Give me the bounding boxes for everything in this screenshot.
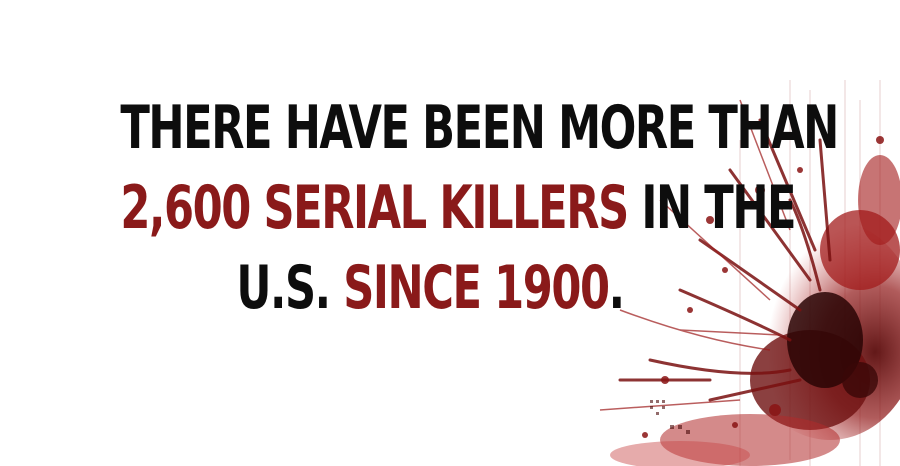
- headline-text: .: [608, 253, 625, 323]
- headline-text: THERE HAVE BEEN MORE THAN: [120, 93, 839, 163]
- highlight-text: 2,600 SERIAL KILLERS: [120, 173, 629, 243]
- headline-text: U.S.: [236, 253, 344, 323]
- headline: THERE HAVE BEEN MORE THAN 2,600 SERIAL K…: [120, 88, 839, 328]
- blood-splatter-icon: [599, 80, 900, 466]
- highlight-text: SINCE 1900: [343, 253, 610, 323]
- headline-line-3: U.S. SINCE 1900.: [120, 248, 739, 328]
- headline-text: IN THE: [627, 173, 796, 243]
- headline-line-2: 2,600 SERIAL KILLERS IN THE: [120, 168, 796, 248]
- headline-line-1: THERE HAVE BEEN MORE THAN: [120, 88, 839, 168]
